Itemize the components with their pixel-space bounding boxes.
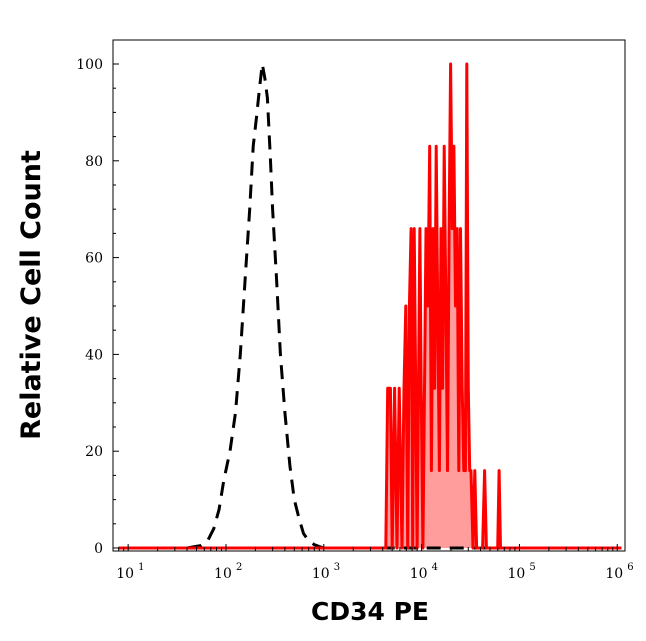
y-tick-label: 40 (85, 347, 103, 363)
x-tick-exponent: 1 (138, 562, 144, 573)
x-tick-exponent: 5 (529, 562, 535, 573)
series-2-fill (118, 64, 622, 548)
series-1-line (118, 62, 622, 550)
x-tick-label: 10 (508, 566, 526, 582)
series-2-line (118, 62, 622, 550)
y-tick-label: 100 (76, 57, 103, 73)
x-tick-exponent: 4 (432, 562, 438, 573)
x-tick-label: 10 (312, 566, 330, 582)
series-layer (118, 62, 622, 550)
x-tick-label: 10 (410, 566, 428, 582)
x-tick-exponent: 6 (627, 562, 633, 573)
x-tick-label: 10 (116, 566, 134, 582)
y-tick-label: 20 (85, 444, 103, 460)
plot-frame (112, 39, 626, 552)
y-tick-label: 0 (94, 541, 103, 557)
x-tick-label: 10 (605, 566, 623, 582)
x-tick-label: 10 (214, 566, 232, 582)
y-tick-label: 60 (85, 251, 103, 267)
x-tick-exponent: 2 (236, 562, 242, 573)
x-axis-label: CD34 PE (311, 597, 429, 626)
y-tick-label: 80 (85, 154, 103, 170)
x-tick-exponent: 3 (334, 562, 340, 573)
y-axis-label: Relative Cell Count (16, 150, 47, 440)
